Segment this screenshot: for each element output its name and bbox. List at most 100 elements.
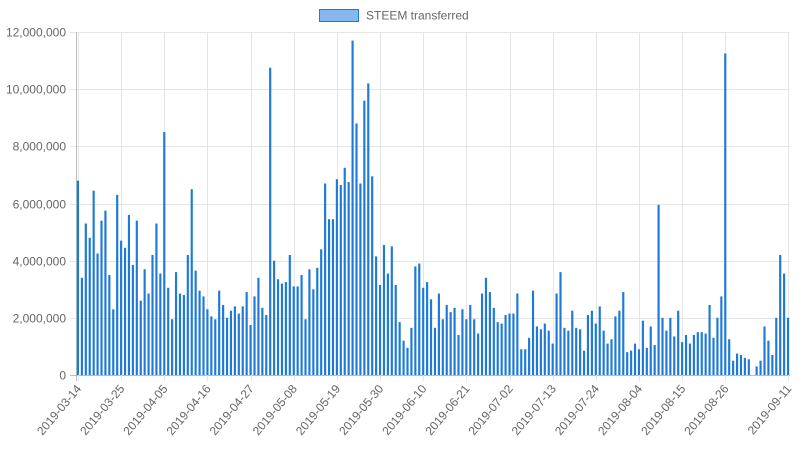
bar[interactable] [716, 317, 719, 375]
bar[interactable] [406, 347, 409, 375]
bar[interactable] [559, 272, 562, 375]
bar[interactable] [669, 317, 672, 375]
bar[interactable] [418, 263, 421, 375]
bar[interactable] [732, 360, 735, 375]
bar[interactable] [104, 210, 107, 375]
bar[interactable] [214, 319, 217, 375]
bar[interactable] [300, 274, 303, 375]
bar[interactable] [724, 53, 727, 375]
bar[interactable] [218, 290, 221, 375]
bar[interactable] [508, 313, 511, 375]
bar[interactable] [288, 254, 291, 375]
bar[interactable] [202, 296, 205, 375]
bar[interactable] [253, 296, 256, 375]
bar[interactable] [375, 256, 378, 375]
bar[interactable] [120, 240, 123, 375]
bar[interactable] [206, 309, 209, 375]
bar[interactable] [155, 223, 158, 375]
bar[interactable] [88, 237, 91, 375]
bar[interactable] [151, 254, 154, 375]
bar[interactable] [492, 307, 495, 375]
bar[interactable] [331, 219, 335, 375]
bar[interactable] [747, 359, 750, 375]
bar[interactable] [131, 264, 134, 375]
bar[interactable] [237, 313, 240, 375]
bar[interactable] [426, 282, 429, 375]
bar[interactable] [614, 316, 617, 375]
bar[interactable] [394, 284, 397, 375]
bar[interactable] [453, 307, 456, 375]
bar[interactable] [641, 320, 644, 375]
bar[interactable] [590, 310, 593, 375]
bar[interactable] [457, 334, 460, 375]
bar[interactable] [786, 317, 790, 375]
bar[interactable] [320, 249, 323, 375]
bar[interactable] [269, 67, 272, 375]
bar[interactable] [524, 349, 527, 375]
bar[interactable] [80, 277, 83, 375]
bar[interactable] [194, 270, 197, 375]
bar[interactable] [445, 304, 448, 375]
bar[interactable] [84, 223, 87, 375]
bar[interactable] [276, 279, 280, 375]
bar[interactable] [681, 342, 684, 375]
bar[interactable] [677, 310, 680, 375]
bar[interactable] [598, 306, 601, 375]
bar[interactable] [673, 336, 676, 375]
bar[interactable] [339, 184, 342, 375]
bar[interactable] [178, 293, 182, 375]
bar[interactable] [728, 339, 731, 375]
bar[interactable] [516, 293, 519, 375]
bar[interactable] [371, 176, 374, 375]
bar[interactable] [347, 182, 350, 375]
bar[interactable] [422, 287, 425, 375]
bar[interactable] [312, 289, 315, 375]
bar[interactable] [225, 317, 229, 375]
bar[interactable] [182, 294, 185, 375]
bar[interactable] [547, 330, 550, 375]
bar[interactable] [429, 299, 433, 375]
bar[interactable] [284, 282, 287, 375]
bar[interactable] [637, 349, 641, 375]
bar[interactable] [127, 214, 131, 375]
bar[interactable] [363, 100, 366, 375]
bar[interactable] [567, 330, 570, 375]
bar[interactable] [112, 309, 115, 375]
bar[interactable] [229, 310, 233, 375]
bar[interactable] [610, 339, 613, 375]
bar[interactable] [606, 343, 609, 375]
bar[interactable] [382, 244, 386, 375]
bar[interactable] [582, 350, 586, 375]
bar[interactable] [304, 319, 307, 375]
bar[interactable] [535, 326, 539, 375]
bar[interactable] [167, 287, 170, 375]
bar[interactable] [739, 354, 743, 375]
bar[interactable] [292, 286, 295, 375]
bar[interactable] [496, 322, 499, 375]
bar[interactable] [355, 123, 358, 375]
bar[interactable] [359, 183, 362, 375]
bar[interactable] [630, 350, 633, 375]
bar[interactable] [504, 314, 507, 375]
bar[interactable] [367, 83, 370, 375]
bar[interactable] [661, 317, 664, 375]
bar[interactable] [602, 330, 605, 375]
bar[interactable] [555, 293, 558, 375]
bar[interactable] [437, 293, 440, 375]
bar[interactable] [480, 293, 484, 375]
bar[interactable] [273, 260, 276, 375]
bar[interactable] [539, 329, 542, 375]
bar[interactable] [512, 313, 515, 375]
bar[interactable] [233, 306, 236, 375]
bar[interactable] [327, 219, 331, 375]
bar[interactable] [171, 319, 174, 375]
bar[interactable] [771, 354, 774, 375]
bar[interactable] [520, 349, 523, 375]
bar[interactable] [645, 347, 648, 375]
bar[interactable] [386, 273, 389, 375]
bar[interactable] [461, 309, 464, 375]
bar[interactable] [222, 304, 225, 375]
bar[interactable] [563, 327, 566, 375]
bar[interactable] [296, 286, 299, 375]
bar[interactable] [190, 189, 193, 375]
